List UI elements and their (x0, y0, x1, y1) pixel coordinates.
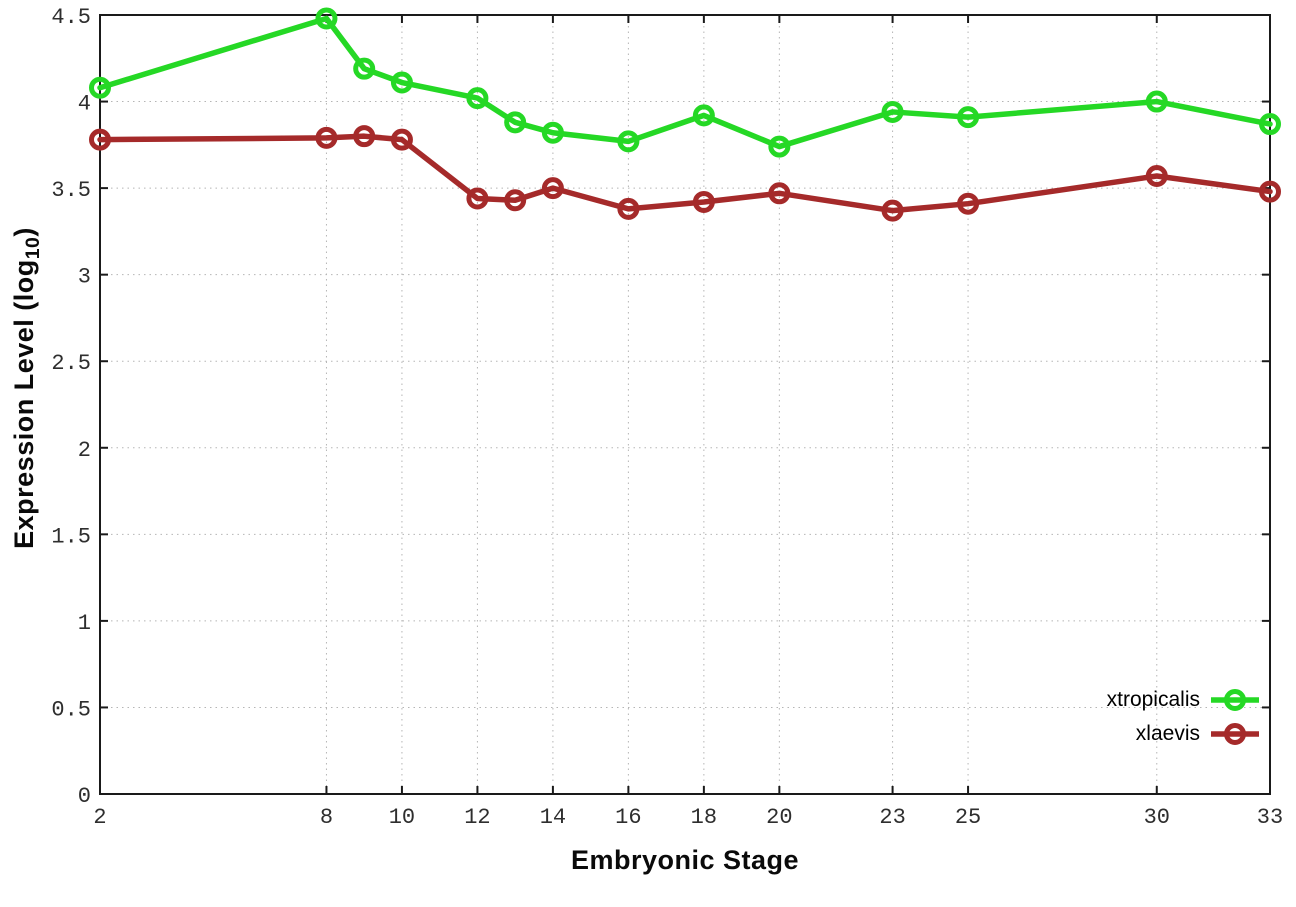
y-tick-label: 3.5 (51, 178, 91, 203)
y-tick-label: 0.5 (51, 697, 91, 722)
y-axis-title-text: Expression Level (log (8, 259, 39, 549)
x-tick-label: 18 (691, 805, 717, 830)
data-point-marker (768, 135, 791, 158)
gridlines (100, 15, 1270, 794)
x-tick-label: 8 (320, 805, 333, 830)
x-tick-label: 12 (464, 805, 490, 830)
data-point-marker (504, 189, 527, 212)
x-tick-label: 10 (389, 805, 415, 830)
data-point-marker (89, 128, 111, 151)
y-tick-label: 2 (78, 438, 91, 463)
y-tick-label: 1.5 (51, 524, 91, 549)
data-point-marker (353, 125, 376, 148)
series-line-xtropicalis (97, 15, 1273, 150)
data-point-marker (504, 111, 527, 134)
series-line-xlaevis (97, 133, 1273, 214)
data-point-marker (692, 104, 715, 127)
data-point-marker (466, 187, 489, 210)
x-tick-label: 30 (1144, 805, 1170, 830)
data-point-marker (881, 100, 904, 123)
data-point-marker (1145, 90, 1168, 113)
data-point-marker (541, 177, 564, 200)
y-tick-label: 4.5 (51, 5, 91, 30)
y-tick-label: 4 (78, 92, 91, 117)
data-point-marker (1259, 180, 1281, 203)
data-point-marker (390, 71, 413, 94)
data-point-marker (1259, 113, 1281, 136)
y-tick-label: 2.5 (51, 351, 91, 376)
x-tick-label: 20 (766, 805, 792, 830)
x-tick-label: 2 (93, 805, 106, 830)
data-point-marker (881, 199, 904, 222)
legend-marker-xlaevis-icon (1211, 722, 1259, 745)
series-xlaevis (89, 125, 1281, 222)
legend: xtropicalis xlaevis (1107, 685, 1260, 748)
legend-item-xtropicalis: xtropicalis (1107, 685, 1260, 714)
y-tick-label: 0 (78, 784, 91, 809)
data-point-marker (390, 128, 413, 151)
plot-border (99, 14, 1271, 795)
legend-label-xlaevis: xlaevis (1135, 721, 1200, 745)
data-point-marker (768, 182, 791, 205)
data-point-marker (957, 106, 980, 129)
data-point-marker (89, 76, 111, 99)
legend-marker-xtropicalis-icon (1211, 688, 1259, 711)
series-xtropicalis (89, 7, 1281, 158)
x-tick-labels: 2 8 10 12 14 16 18 20 23 25 30 33 (93, 805, 1283, 830)
x-tick-label: 16 (615, 805, 641, 830)
x-tick-label: 33 (1257, 805, 1283, 830)
y-tick-labels: 0 0.5 1 1.5 2 2.5 3 3.5 4 4.5 (51, 5, 91, 809)
legend-label-xtropicalis: xtropicalis (1106, 687, 1200, 711)
data-point-marker (617, 130, 640, 153)
data-point-marker (692, 190, 715, 213)
y-axis-title-subscript: 10 (22, 236, 45, 260)
x-tick-label: 23 (879, 805, 905, 830)
x-tick-label: 25 (955, 805, 981, 830)
data-point-marker (466, 87, 489, 110)
data-point-marker (353, 57, 376, 80)
data-point-marker (617, 197, 640, 220)
data-point-marker (315, 7, 338, 30)
y-tick-label: 3 (78, 265, 91, 290)
y-tick-label: 1 (78, 611, 91, 636)
data-point-marker (315, 126, 338, 149)
x-axis-title: Embryonic Stage (570, 845, 800, 875)
x-tick-label: 14 (540, 805, 566, 830)
y-axis-title: Expression Level (log10) (9, 227, 45, 549)
data-point-marker (541, 121, 564, 144)
y-axis-title-close: ) (8, 227, 39, 237)
legend-item-xlaevis: xlaevis (1136, 719, 1260, 748)
data-point-marker (957, 192, 980, 215)
data-point-marker (1145, 164, 1168, 187)
axis-ticks (99, 14, 1271, 795)
